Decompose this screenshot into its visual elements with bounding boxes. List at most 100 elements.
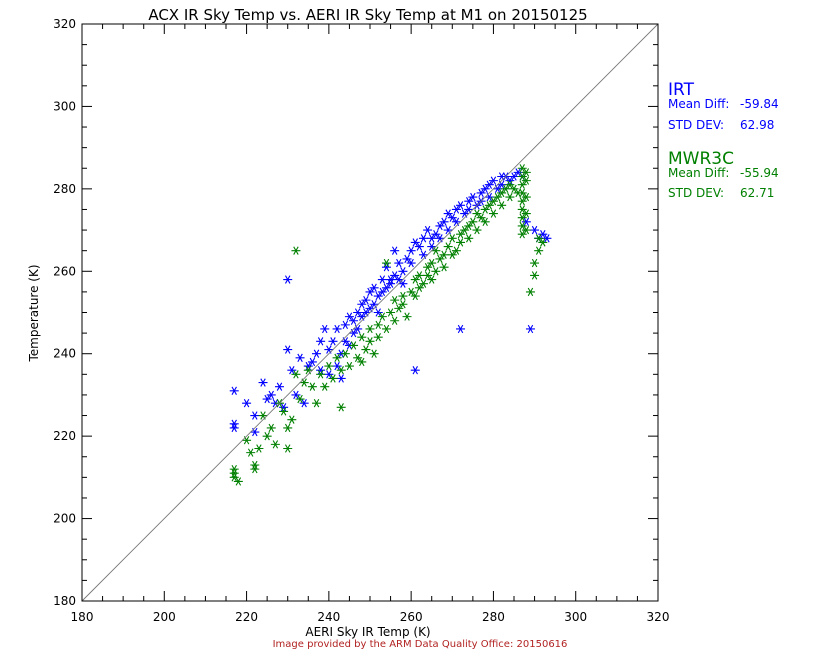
legend-irt-mean-value: -59.84 [740,97,779,111]
data-point-irt [476,188,486,198]
data-point-mwr3c [521,192,531,202]
data-point-mwr3c [431,267,441,276]
data-point-irt [443,225,453,235]
x-tick-label: 200 [153,610,176,624]
data-point-mwr3c [521,168,531,177]
data-point-irt [349,316,359,325]
data-point-mwr3c [303,366,313,375]
data-point-mwr3c [505,192,515,202]
data-point-irt [456,324,466,334]
data-point-irt [406,258,416,268]
data-point-mwr3c [312,398,322,408]
data-point-irt [521,217,531,227]
data-point-mwr3c [233,477,243,486]
data-point-irt [431,230,441,239]
data-point-irt [435,221,445,231]
data-point-irt [484,180,494,189]
data-point-mwr3c [517,205,527,214]
data-point-mwr3c [287,415,297,424]
data-point-mwr3c [353,353,363,363]
data-point-mwr3c [291,246,301,255]
data-point-mwr3c [472,225,482,235]
data-point-irt [439,217,449,227]
data-point-irt [316,337,326,346]
data-point-mwr3c [464,234,474,243]
data-point-irt [390,246,400,255]
data-point-mwr3c [402,312,412,321]
data-point-irt [525,324,535,334]
data-point-irt [336,374,346,383]
legend-irt-mean-label: Mean Diff: [668,97,729,111]
data-point-mwr3c [521,209,531,218]
data-point-irt [513,168,523,177]
data-point-mwr3c [534,234,544,243]
data-point-mwr3c [344,361,354,371]
data-point-mwr3c [493,192,503,202]
data-point-irt [344,312,354,321]
data-point-irt [386,279,396,288]
data-point-mwr3c [517,164,527,173]
data-point-mwr3c [365,324,375,334]
data-point-mwr3c [497,188,507,198]
data-point-irt [274,382,284,391]
data-point-mwr3c [517,172,527,181]
data-point-irt [250,427,260,437]
data-point-irt [542,234,552,243]
data-point-irt [443,209,453,218]
data-point-mwr3c [468,217,478,227]
legend-irt-std-label: STD DEV: [668,118,724,132]
data-point-mwr3c [406,287,416,297]
legend-mwr3c-mean-value: -55.94 [740,166,779,180]
legend-mwr3c-std-label: STD DEV: [668,186,724,200]
data-point-irt [406,246,416,255]
data-point-irt [488,176,498,185]
data-point-mwr3c [517,180,527,189]
data-point-mwr3c [316,370,326,379]
data-point-mwr3c [283,423,293,433]
data-point-irt [451,205,461,214]
data-point-mwr3c [377,312,387,321]
data-point-irt [456,201,466,210]
data-point-mwr3c [484,201,494,210]
data-point-mwr3c [390,295,400,305]
data-point-irt [410,238,420,247]
data-point-irt [258,378,268,387]
legend-mwr3c-std-value: 62.71 [740,186,774,200]
data-point-irt [316,366,326,375]
data-point-mwr3c [369,349,379,358]
data-point-irt [320,324,330,334]
data-point-mwr3c [472,209,482,218]
data-point-mwr3c [373,333,383,342]
data-point-irt [373,308,383,317]
data-point-irt [394,258,404,268]
data-point-mwr3c [521,225,531,235]
data-point-irt [287,366,297,375]
data-point-mwr3c [423,271,433,280]
data-point-mwr3c [538,238,548,247]
data-point-mwr3c [480,205,490,214]
data-point-mwr3c [336,366,346,375]
data-point-mwr3c [320,382,330,391]
data-point-mwr3c [427,258,437,268]
x-tick-label: 300 [564,610,587,624]
data-point-mwr3c [530,271,540,280]
data-point-irt [291,390,301,400]
data-point-irt [464,197,474,206]
legend-irt-name: IRT [668,80,695,100]
data-point-mwr3c [451,246,461,255]
data-point-irt [332,361,342,371]
data-point-irt [229,419,239,428]
data-point-irt [357,300,367,309]
data-point-mwr3c [530,258,540,268]
data-point-irt [295,353,305,363]
data-point-mwr3c [460,225,470,235]
data-point-irt [283,275,293,284]
data-point-mwr3c [501,184,511,194]
data-point-mwr3c [534,246,544,255]
y-tick-label: 300 [53,99,76,113]
data-point-mwr3c [423,262,433,272]
data-point-mwr3c [443,242,453,251]
data-point-irt [229,423,239,433]
data-point-mwr3c [242,436,252,445]
